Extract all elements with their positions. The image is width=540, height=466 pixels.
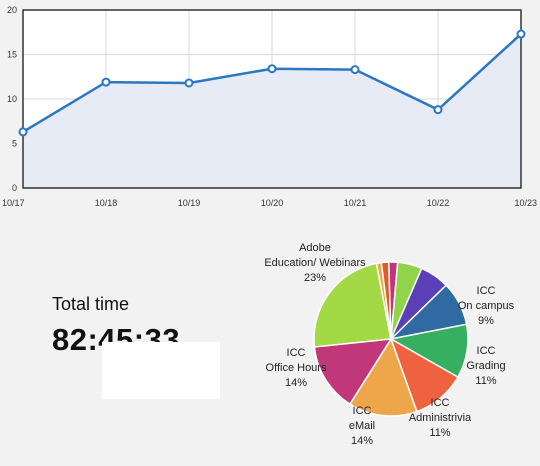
pie-slice-label: Adobe Education/ Webinars 23%	[264, 242, 366, 284]
data-point	[433, 105, 443, 115]
pie-slice	[313, 262, 392, 348]
x-tick-label: 10/18	[95, 198, 118, 208]
y-tick-label: 5	[12, 139, 17, 149]
pie-slice-label: ICC eMail 14%	[349, 405, 375, 447]
data-point	[101, 77, 111, 87]
total-time-title: Total time	[52, 294, 130, 314]
x-tick-label: 10/17	[2, 198, 25, 208]
y-tick-label: 0	[12, 183, 17, 193]
line-chart: 0 5 10 15 20 10/17 10/18 10/19 10/20 10/21 10/22 10…	[2, 5, 537, 208]
area-fill	[23, 34, 521, 188]
data-point	[267, 64, 277, 74]
pie-chart: Adobe Education/ Webinars 23% ICC On campus 9…	[264, 242, 515, 447]
y-tick-label: 15	[7, 50, 17, 60]
data-point	[184, 78, 194, 88]
plot-frame	[22, 9, 522, 189]
x-tick-label: 10/19	[178, 198, 201, 208]
data-point	[350, 65, 360, 75]
pie-slice-label: ICC Administrivia 11%	[409, 397, 472, 439]
y-tick-label: 10	[7, 94, 17, 104]
x-tick-label: 10/21	[344, 198, 367, 208]
x-tick-label: 10/20	[261, 198, 284, 208]
pie-slice-label: ICC On campus 9%	[458, 285, 515, 327]
data-point	[516, 29, 526, 39]
blank-panel	[102, 342, 220, 399]
pie-slice	[313, 338, 393, 406]
y-tick-label: 20	[7, 5, 17, 15]
pie-slice	[348, 337, 418, 417]
pie-slice-label: ICC Grading 11%	[466, 345, 505, 387]
x-tick-label: 10/23	[514, 198, 537, 208]
data-point	[18, 127, 28, 137]
x-tick-label: 10/22	[427, 198, 450, 208]
pie-slice-label: ICC Office Hours 14%	[266, 347, 327, 389]
